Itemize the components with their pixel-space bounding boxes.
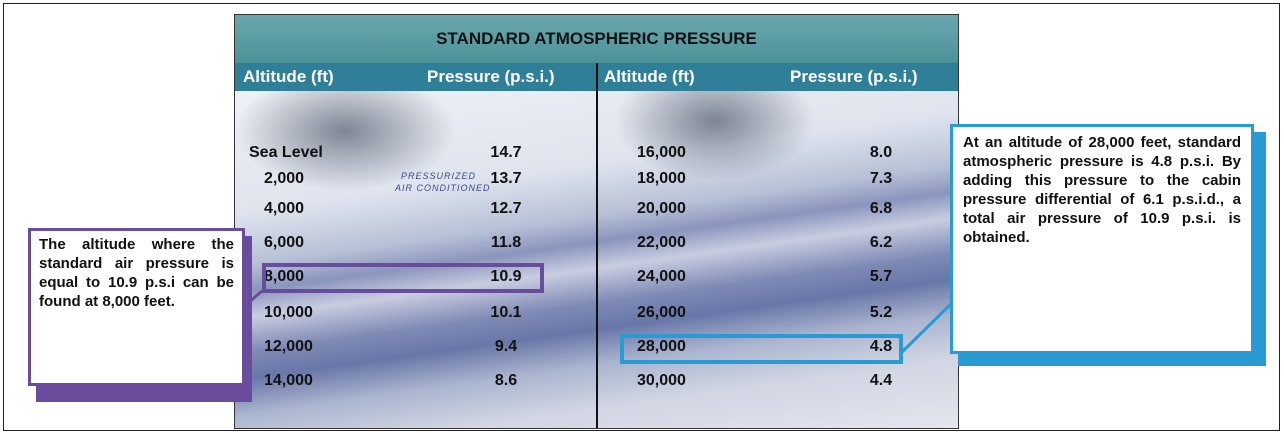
table-cell: 4.8 [869, 338, 893, 355]
table-cell: 18,000 [637, 170, 686, 187]
table-cell: 8.0 [869, 144, 893, 161]
table-cell: 2,000 [264, 170, 305, 187]
table-cell: 26,000 [637, 304, 686, 321]
table-cell: 4,000 [264, 200, 305, 217]
column-divider [596, 63, 598, 428]
column-header: Pressure (p.s.i.) [427, 67, 555, 86]
table-cell: 12.7 [490, 200, 522, 217]
table-cell: 6,000 [264, 234, 305, 251]
callout-right: At an altitude of 28,000 feet, standard … [950, 124, 1254, 354]
table-cell: 10.9 [490, 268, 522, 285]
table-cell: 5.7 [869, 268, 893, 285]
table-cell: 14.7 [490, 144, 522, 161]
row-highlight [262, 263, 544, 293]
table-title: STANDARD ATMOSPHERIC PRESSURE [235, 15, 958, 63]
table-cell: 6.8 [869, 200, 893, 217]
table-cell: 7.3 [869, 170, 893, 187]
table-cell: 22,000 [637, 234, 686, 251]
connector [900, 298, 957, 354]
table-cell: 14,000 [264, 372, 313, 389]
row-highlight [620, 334, 903, 364]
table-cell: 10,000 [264, 304, 313, 321]
table-cell: 28,000 [637, 338, 686, 355]
table-cell: 20,000 [637, 200, 686, 217]
photo-label: AIR CONDITIONED [395, 183, 491, 193]
table-cell: 24,000 [637, 268, 686, 285]
photo-label: PRESSURIZED [401, 171, 477, 181]
column-header: Altitude (ft) [243, 67, 334, 86]
table-cell: Sea Level [249, 144, 323, 161]
table-cell: 30,000 [637, 372, 686, 389]
column-header: Altitude (ft) [604, 67, 695, 86]
table-cell: 5.2 [869, 304, 893, 321]
table-cell: 12,000 [264, 338, 313, 355]
table-cell: 9.4 [494, 338, 518, 355]
table-cell: 10.1 [490, 304, 522, 321]
table-cell: 11.8 [490, 234, 522, 251]
column-header: Pressure (p.s.i.) [790, 67, 918, 86]
table-cell: 8,000 [264, 268, 305, 285]
table-cell: 13.7 [490, 170, 522, 187]
table-cell: 16,000 [637, 144, 686, 161]
table-cell: 8.6 [494, 372, 518, 389]
pressure-table: STANDARD ATMOSPHERIC PRESSURE Altitude (… [234, 14, 959, 429]
table-cell: 4.4 [869, 372, 893, 389]
table-cell: 6.2 [869, 234, 893, 251]
callout-left: The altitude where the standard air pres… [28, 228, 245, 386]
